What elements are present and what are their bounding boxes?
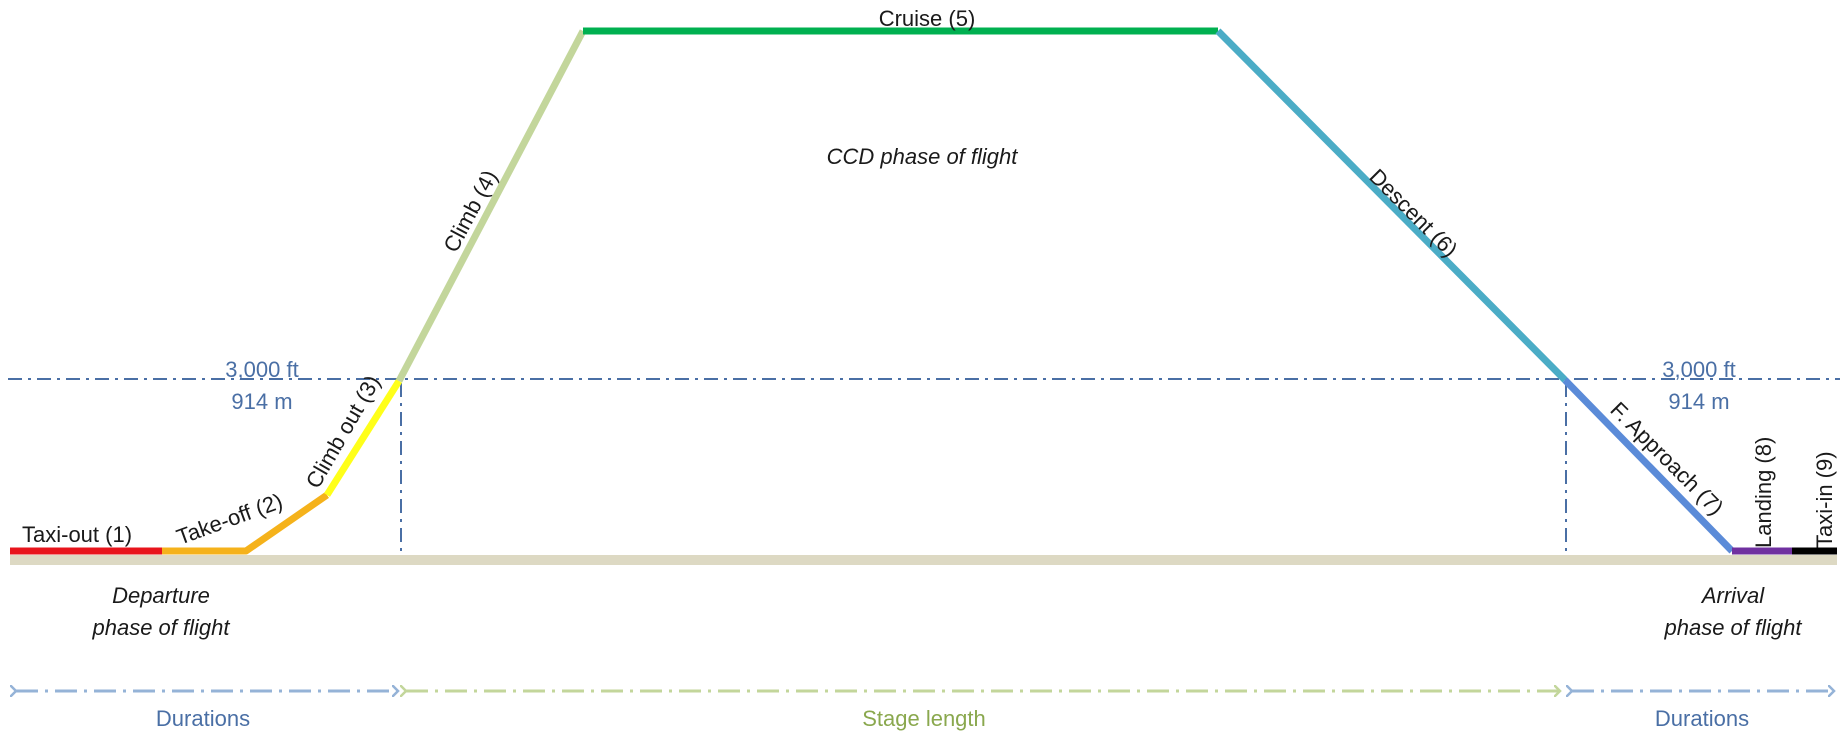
- durations-right-label: Durations: [1655, 706, 1749, 731]
- cruise-label: Cruise (5): [879, 6, 976, 31]
- segment-climb-out: [324, 379, 402, 497]
- final-approach-label: F. Approach (7): [1605, 397, 1728, 520]
- departure-phase-label-line1: Departure: [112, 583, 210, 608]
- altitude-right-ft: 3,000 ft: [1662, 357, 1735, 382]
- altitude-left-m: 914 m: [231, 389, 292, 414]
- durations-left-label: Durations: [156, 706, 250, 731]
- segment-climb: [395, 29, 587, 383]
- taxi-in-label: Taxi-in (9): [1812, 451, 1837, 548]
- descent-label: Descent (6): [1364, 164, 1462, 262]
- segment-descent: [1215, 28, 1568, 383]
- taxi-out-label: Taxi-out (1): [22, 522, 132, 547]
- departure-phase-label-line2: phase of flight: [92, 615, 231, 640]
- stage-length-label: Stage length: [862, 706, 986, 731]
- take-off-label: Take-off (2): [173, 488, 286, 549]
- ccd-phase-label: CCD phase of flight: [827, 144, 1019, 169]
- segment-take-off: [162, 492, 329, 555]
- altitude-right-m: 914 m: [1668, 389, 1729, 414]
- arrival-phase-label-line1: Arrival: [1700, 583, 1765, 608]
- arrival-phase-label-line2: phase of flight: [1664, 615, 1803, 640]
- segment-final-approach: [1562, 377, 1735, 554]
- landing-label: Landing (8): [1751, 437, 1776, 548]
- altitude-left-ft: 3,000 ft: [225, 357, 298, 382]
